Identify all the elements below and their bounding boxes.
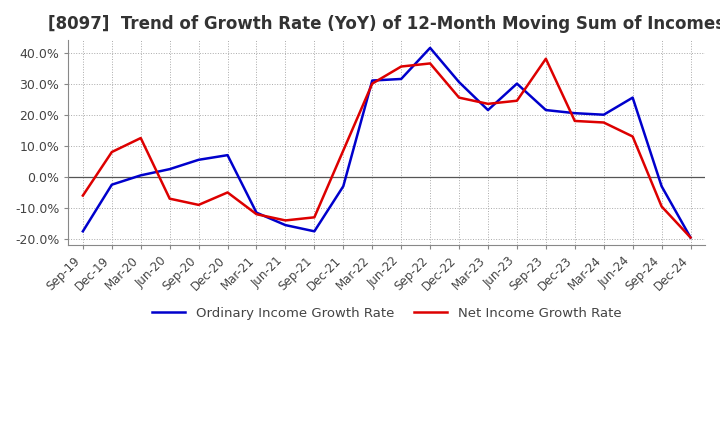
Net Income Growth Rate — [281, 218, 289, 223]
Ordinary Income Growth Rate — [166, 166, 174, 172]
Ordinary Income Growth Rate — [107, 182, 116, 187]
Net Income Growth Rate — [600, 120, 608, 125]
Net Income Growth Rate — [339, 148, 348, 153]
Ordinary Income Growth Rate — [600, 112, 608, 117]
Ordinary Income Growth Rate — [310, 229, 319, 234]
Net Income Growth Rate — [484, 101, 492, 106]
Ordinary Income Growth Rate — [686, 235, 695, 240]
Net Income Growth Rate — [194, 202, 203, 208]
Ordinary Income Growth Rate — [368, 78, 377, 83]
Net Income Growth Rate — [397, 64, 405, 69]
Line: Ordinary Income Growth Rate: Ordinary Income Growth Rate — [83, 48, 690, 238]
Ordinary Income Growth Rate — [541, 107, 550, 113]
Net Income Growth Rate — [657, 204, 666, 209]
Net Income Growth Rate — [252, 212, 261, 217]
Ordinary Income Growth Rate — [629, 95, 637, 100]
Net Income Growth Rate — [541, 56, 550, 62]
Ordinary Income Growth Rate — [397, 76, 405, 81]
Ordinary Income Growth Rate — [484, 107, 492, 113]
Ordinary Income Growth Rate — [426, 45, 434, 51]
Ordinary Income Growth Rate — [136, 173, 145, 178]
Net Income Growth Rate — [166, 196, 174, 202]
Ordinary Income Growth Rate — [455, 80, 464, 85]
Ordinary Income Growth Rate — [78, 229, 87, 234]
Ordinary Income Growth Rate — [252, 210, 261, 215]
Ordinary Income Growth Rate — [657, 183, 666, 189]
Net Income Growth Rate — [570, 118, 579, 124]
Net Income Growth Rate — [368, 81, 377, 86]
Ordinary Income Growth Rate — [223, 153, 232, 158]
Ordinary Income Growth Rate — [513, 81, 521, 86]
Net Income Growth Rate — [310, 215, 319, 220]
Net Income Growth Rate — [426, 61, 434, 66]
Ordinary Income Growth Rate — [194, 157, 203, 162]
Ordinary Income Growth Rate — [281, 223, 289, 228]
Legend: Ordinary Income Growth Rate, Net Income Growth Rate: Ordinary Income Growth Rate, Net Income … — [147, 301, 626, 325]
Line: Net Income Growth Rate: Net Income Growth Rate — [83, 59, 690, 238]
Title: [8097]  Trend of Growth Rate (YoY) of 12-Month Moving Sum of Incomes: [8097] Trend of Growth Rate (YoY) of 12-… — [48, 15, 720, 33]
Net Income Growth Rate — [223, 190, 232, 195]
Net Income Growth Rate — [78, 193, 87, 198]
Net Income Growth Rate — [686, 235, 695, 240]
Ordinary Income Growth Rate — [339, 183, 348, 189]
Net Income Growth Rate — [513, 98, 521, 103]
Net Income Growth Rate — [629, 134, 637, 139]
Net Income Growth Rate — [455, 95, 464, 100]
Net Income Growth Rate — [107, 150, 116, 155]
Net Income Growth Rate — [136, 136, 145, 141]
Ordinary Income Growth Rate — [570, 110, 579, 116]
